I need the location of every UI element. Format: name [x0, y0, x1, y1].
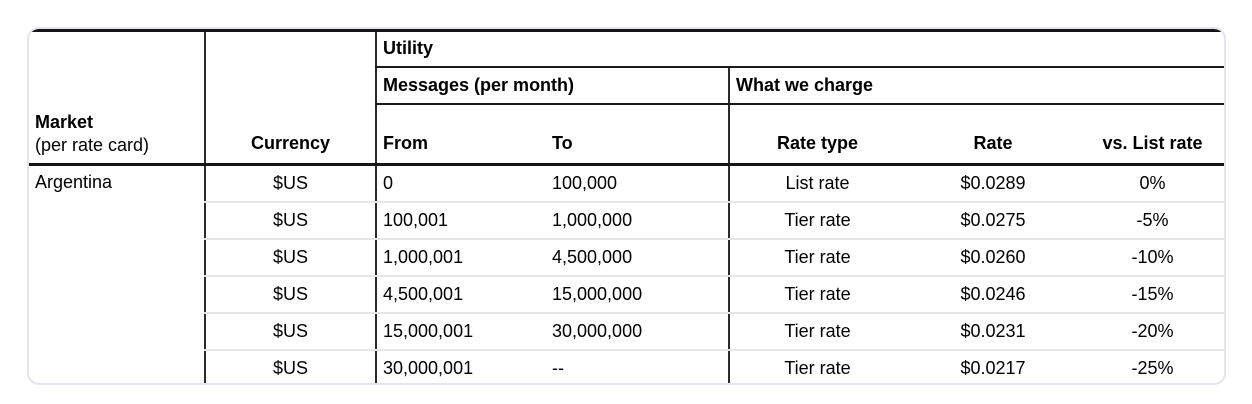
header-row-groups: Messages (per month) What we charge: [29, 66, 1224, 105]
header-row-utility: Market (per rate card) Currency Utility: [29, 29, 1224, 166]
from-cell: 0: [375, 164, 546, 203]
rate-type-cell: Tier rate: [728, 238, 905, 277]
vs-list-rate-cell: -5%: [1081, 201, 1224, 240]
currency-cell: $US: [204, 238, 376, 277]
rate-type-cell: Tier rate: [728, 201, 905, 240]
rate-type-cell: Tier rate: [728, 275, 905, 314]
messages-group-header: Messages (per month): [375, 66, 729, 105]
rate-card-container: Market (per rate card) Currency Utility …: [27, 27, 1226, 385]
to-cell: 30,000,000: [546, 312, 729, 351]
rate-type-cell: Tier rate: [728, 349, 905, 383]
from-column-header: From: [375, 103, 546, 166]
currency-cell: $US: [204, 312, 376, 351]
rate-cell: $0.0231: [905, 312, 1081, 351]
market-column-header: Market (per rate card): [29, 29, 205, 166]
table-row: Argentina $US 0 100,000 List rate $0.028…: [29, 164, 1224, 203]
rate-type-cell: Tier rate: [728, 312, 905, 351]
charge-group-header: What we charge: [728, 66, 1224, 105]
currency-cell: $US: [204, 201, 376, 240]
currency-cell: $US: [204, 164, 376, 203]
rate-type-cell: List rate: [728, 164, 905, 203]
from-cell: 100,001: [375, 201, 546, 240]
currency-column-header: Currency: [204, 29, 376, 166]
currency-cell: $US: [204, 349, 376, 383]
utility-group-header: Utility: [375, 29, 1224, 68]
vs-list-rate-cell: 0%: [1081, 164, 1224, 203]
rate-column-header: Rate: [905, 103, 1081, 166]
vs-list-rate-cell: -15%: [1081, 275, 1224, 314]
table-row: $US 4,500,001 15,000,000 Tier rate $0.02…: [29, 275, 1224, 314]
table-row: $US 30,000,001 -- Tier rate $0.0217 -25%: [29, 349, 1224, 383]
vs-list-rate-column-header: vs. List rate: [1081, 103, 1224, 166]
vs-list-rate-cell: -10%: [1081, 238, 1224, 277]
to-cell: --: [552, 358, 564, 378]
to-cell: 4,500,000: [546, 238, 729, 277]
rate-type-column-header: Rate type: [728, 103, 905, 166]
from-cell: 4,500,001: [375, 275, 546, 314]
rate-cell: $0.0289: [905, 164, 1081, 203]
to-cell: 15,000,000: [546, 275, 729, 314]
rate-cell: $0.0217: [960, 358, 1026, 378]
header-row-columns: From To Rate type Rate vs. List rate: [29, 103, 1224, 166]
market-cell: Argentina: [35, 172, 113, 192]
rate-cell: $0.0260: [905, 238, 1081, 277]
utility-rate-table: Market (per rate card) Currency Utility …: [29, 29, 1224, 383]
vs-list-rate-cell: -20%: [1081, 312, 1224, 351]
market-header-sublabel: (per rate card): [35, 134, 150, 155]
to-column-header: To: [546, 103, 729, 166]
to-cell: 1,000,000: [546, 201, 729, 240]
market-header-label: Market: [35, 112, 94, 132]
currency-cell: $US: [204, 275, 376, 314]
from-cell: 1,000,001: [375, 238, 546, 277]
vs-list-rate-cell: -25%: [1131, 358, 1174, 378]
from-cell: 30,000,001: [375, 349, 546, 383]
table-row: $US 15,000,001 30,000,000 Tier rate $0.0…: [29, 312, 1224, 351]
to-cell: 100,000: [546, 164, 729, 203]
from-cell: 15,000,001: [375, 312, 546, 351]
rate-cell: $0.0246: [905, 275, 1081, 314]
rate-cell: $0.0275: [905, 201, 1081, 240]
table-row: $US 1,000,001 4,500,000 Tier rate $0.026…: [29, 238, 1224, 277]
table-row: $US 100,001 1,000,000 Tier rate $0.0275 …: [29, 201, 1224, 240]
